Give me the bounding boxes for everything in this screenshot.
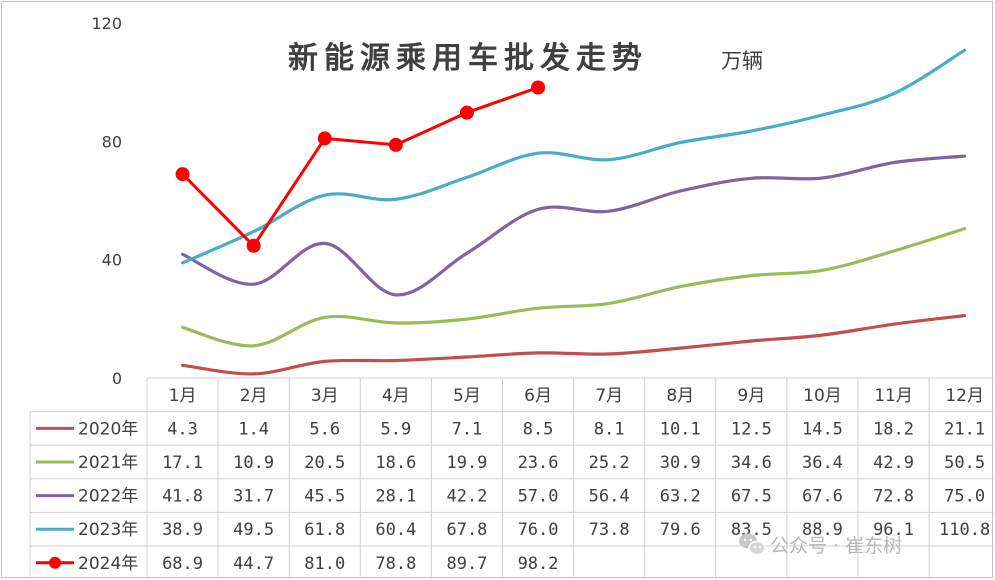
table-cell-value: 67.6 bbox=[802, 487, 843, 507]
table-month-label: 12月 bbox=[945, 386, 984, 406]
legend-label-2020年: 2020年 bbox=[78, 419, 138, 439]
legend-label-2022年: 2022年 bbox=[78, 487, 138, 507]
data-point-2024年-1月 bbox=[175, 167, 190, 182]
table-cell-value: 42.9 bbox=[873, 453, 914, 473]
table-cell-value: 8.1 bbox=[594, 419, 625, 439]
series-line-2024年 bbox=[181, 86, 540, 248]
table-cell-value: 36.4 bbox=[802, 453, 843, 473]
table-cell-value: 20.5 bbox=[304, 453, 345, 473]
data-point-2024年-3月 bbox=[317, 131, 332, 146]
data-point-2024年-5月 bbox=[459, 105, 474, 120]
table-cell-value: 31.7 bbox=[233, 487, 274, 507]
table-cell-value: 23.6 bbox=[518, 453, 559, 473]
table-cell-value: 63.2 bbox=[660, 487, 701, 507]
series-line-2020年 bbox=[181, 314, 967, 376]
table-cell-value: 25.2 bbox=[589, 453, 630, 473]
table-cell-value: 98.2 bbox=[518, 554, 559, 574]
table-month-label: 11月 bbox=[874, 386, 913, 406]
table-cell-value: 56.4 bbox=[589, 487, 630, 507]
legend-label-2021年: 2021年 bbox=[78, 453, 138, 473]
table-cell-value: 7.1 bbox=[452, 419, 483, 439]
table-month-label: 1月 bbox=[169, 386, 197, 406]
table-cell-value: 21.1 bbox=[944, 419, 985, 439]
table-cell-value: 5.9 bbox=[380, 419, 411, 439]
table-cell-value: 18.6 bbox=[375, 453, 416, 473]
plot-area: 0 40 80 120 bbox=[91, 14, 967, 388]
table-cell-value: 17.1 bbox=[162, 453, 203, 473]
table-cell-value: 79.6 bbox=[660, 520, 701, 540]
y-tick-label: 0 bbox=[112, 369, 122, 388]
table-cell-value: 10.9 bbox=[233, 453, 274, 473]
table-cell-value: 83.5 bbox=[731, 520, 772, 540]
series-line-2023年 bbox=[181, 48, 967, 265]
table-cell-value: 49.5 bbox=[233, 520, 274, 540]
table-cell-value: 75.0 bbox=[944, 487, 985, 507]
table-cell-value: 110.8 bbox=[939, 520, 990, 540]
table-month-label: 4月 bbox=[382, 386, 410, 406]
table-month-label: 5月 bbox=[453, 386, 481, 406]
table-cell-value: 68.9 bbox=[162, 554, 203, 574]
legend-label-2024年: 2024年 bbox=[78, 554, 138, 574]
table-cell-value: 44.7 bbox=[233, 554, 274, 574]
table-cell-value: 89.7 bbox=[446, 554, 487, 574]
table-cell-value: 14.5 bbox=[802, 419, 843, 439]
table-month-label: 6月 bbox=[524, 386, 552, 406]
table-cell-value: 38.9 bbox=[162, 520, 203, 540]
chart-title: 新能源乘用车批发走势 bbox=[288, 41, 648, 76]
table-cell-value: 30.9 bbox=[660, 453, 701, 473]
table-cell-value: 1.4 bbox=[238, 419, 269, 439]
table-cell-value: 67.8 bbox=[446, 520, 487, 540]
table-cell-value: 34.6 bbox=[731, 453, 772, 473]
table-month-label: 2月 bbox=[240, 386, 268, 406]
table-month-label: 7月 bbox=[595, 386, 623, 406]
table-cell-value: 50.5 bbox=[944, 453, 985, 473]
table-month-label: 8月 bbox=[666, 386, 694, 406]
table-cell-value: 73.8 bbox=[589, 520, 630, 540]
watermark: 公众号 · 崔东树 bbox=[739, 533, 902, 557]
table-cell-value: 5.6 bbox=[309, 419, 340, 439]
table-cell-value: 12.5 bbox=[731, 419, 772, 439]
table-cell-value: 18.2 bbox=[873, 419, 914, 439]
table-cell-value: 78.8 bbox=[375, 554, 416, 574]
table-cell-value: 57.0 bbox=[518, 487, 559, 507]
table-cell-value: 72.8 bbox=[873, 487, 914, 507]
table-cell-value: 19.9 bbox=[446, 453, 487, 473]
table-cell-value: 42.2 bbox=[446, 487, 487, 507]
chart-title-group: 新能源乘用车批发走势 万辆 bbox=[288, 41, 763, 76]
table-month-label: 9月 bbox=[737, 386, 765, 406]
y-tick-label: 40 bbox=[102, 251, 122, 270]
data-point-2024年-2月 bbox=[246, 238, 261, 253]
chart-unit: 万辆 bbox=[721, 49, 763, 73]
y-tick-label: 80 bbox=[102, 132, 122, 151]
table-cell-value: 8.5 bbox=[523, 419, 554, 439]
table-month-label: 3月 bbox=[311, 386, 339, 406]
legend-label-2023年: 2023年 bbox=[78, 520, 138, 540]
table-cell-value: 88.9 bbox=[802, 520, 843, 540]
table-cell-value: 60.4 bbox=[375, 520, 416, 540]
table-cell-value: 61.8 bbox=[304, 520, 345, 540]
data-point-2024年-4月 bbox=[388, 137, 403, 152]
series-line-2022年 bbox=[181, 154, 967, 297]
table-cell-value: 41.8 bbox=[162, 487, 203, 507]
table-cell-value: 28.1 bbox=[375, 487, 416, 507]
table-cell-value: 4.3 bbox=[167, 419, 198, 439]
table-cell-value: 81.0 bbox=[304, 554, 345, 574]
watermark-text: 公众号 · 崔东树 bbox=[770, 535, 902, 557]
table-cell-value: 96.1 bbox=[873, 520, 914, 540]
legend-marker-2024年 bbox=[49, 556, 61, 569]
table-month-label: 10月 bbox=[803, 386, 842, 406]
table-cell-value: 45.5 bbox=[304, 487, 345, 507]
table-cell-value: 67.5 bbox=[731, 487, 772, 507]
table-cell-value: 10.1 bbox=[660, 419, 701, 439]
data-point-2024年-6月 bbox=[531, 80, 546, 95]
wechat-icon bbox=[739, 533, 766, 556]
table-cell-value: 76.0 bbox=[518, 520, 559, 540]
data-table: 1月 2月 3月 4月 5月 6月 7月 8月 9月 10月 11月 12月 2020年 4.3 1.4 5.… bbox=[29, 377, 994, 579]
y-tick-label: 120 bbox=[91, 14, 122, 33]
series-line-2021年 bbox=[181, 227, 967, 348]
